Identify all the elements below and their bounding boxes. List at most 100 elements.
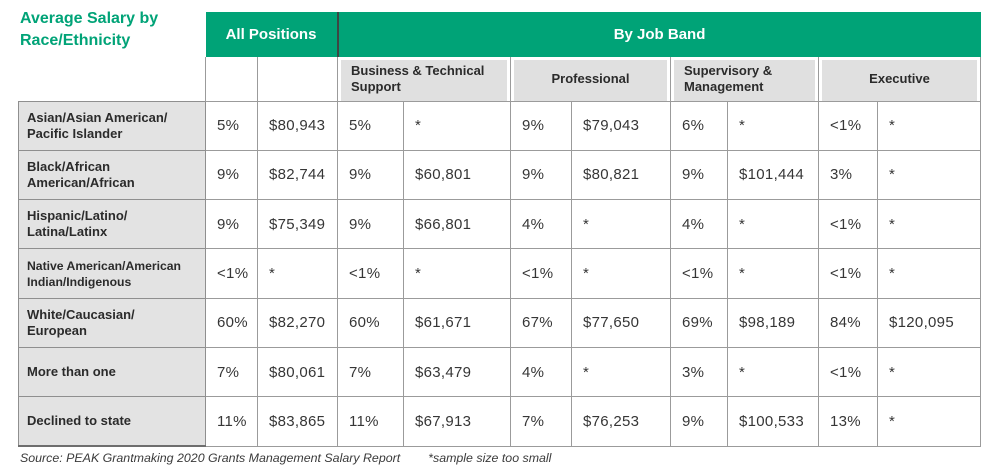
- all-positions-percent-column: [205, 57, 258, 102]
- value-cell: *: [571, 346, 671, 398]
- row-label: Asian/Asian American/ Pacific Islander: [18, 100, 206, 151]
- value-cell: $79,043: [571, 100, 671, 151]
- row-label: Black/African American/African: [18, 149, 206, 201]
- value-cell: 9%: [205, 149, 258, 201]
- value-cell: *: [571, 199, 671, 250]
- value-cell: 7%: [205, 346, 258, 398]
- value-cell: <1%: [818, 248, 878, 299]
- table-row: White/Caucasian/ European 60% $82,270 60…: [18, 297, 982, 348]
- value-cell: <1%: [818, 346, 878, 398]
- value-cell: 7%: [337, 346, 404, 398]
- value-cell: $82,744: [257, 149, 338, 201]
- header-row-groups: All Positions By Job Band: [19, 12, 981, 57]
- value-cell: $75,349: [257, 199, 338, 250]
- value-cell: 67%: [510, 297, 572, 348]
- row-label: More than one: [18, 346, 206, 398]
- row-label: White/Caucasian/ European: [18, 297, 206, 348]
- value-cell: *: [257, 248, 338, 299]
- value-cell: 60%: [205, 297, 258, 348]
- table-footer: Source: PEAK Grantmaking 2020 Grants Man…: [20, 451, 551, 465]
- value-cell: 5%: [337, 100, 404, 151]
- value-cell: 9%: [670, 149, 728, 201]
- all-positions-salary-column: [257, 57, 338, 102]
- header-row-bands: Business & Technical Support Professiona…: [19, 57, 982, 102]
- value-cell: 11%: [337, 396, 404, 447]
- value-cell: 9%: [510, 149, 572, 201]
- value-cell: <1%: [205, 248, 258, 299]
- value-cell: *: [727, 100, 819, 151]
- value-cell: 9%: [337, 199, 404, 250]
- value-cell: 84%: [818, 297, 878, 348]
- value-cell: $83,865: [257, 396, 338, 447]
- value-cell: $66,801: [403, 199, 511, 250]
- value-cell: $98,189: [727, 297, 819, 348]
- row-label: Declined to state: [18, 396, 206, 448]
- value-cell: $76,253: [571, 396, 671, 447]
- value-cell: 9%: [337, 149, 404, 201]
- value-cell: 11%: [205, 396, 258, 447]
- value-cell: $80,061: [257, 346, 338, 398]
- header-all-positions: All Positions: [205, 12, 338, 57]
- page-title: Average Salary by Race/Ethnicity: [20, 10, 159, 49]
- value-cell: $63,479: [403, 346, 511, 398]
- band-header-supervisory-management: Supervisory & Management: [670, 57, 819, 102]
- table-row: Asian/Asian American/ Pacific Islander 5…: [18, 100, 982, 151]
- value-cell: *: [876, 199, 982, 250]
- value-cell: 6%: [670, 100, 728, 151]
- row-label: Native American/American Indian/Indigeno…: [18, 248, 206, 299]
- value-cell: 4%: [510, 346, 572, 398]
- value-cell: $82,270: [257, 297, 338, 348]
- value-cell: *: [876, 396, 982, 447]
- value-cell: <1%: [510, 248, 572, 299]
- sample-size-footnote: *sample size too small: [428, 451, 552, 465]
- value-cell: *: [727, 248, 819, 299]
- value-cell: 9%: [510, 100, 572, 151]
- value-cell: <1%: [337, 248, 404, 299]
- table-row: Black/African American/African 9% $82,74…: [18, 149, 982, 201]
- value-cell: *: [876, 248, 982, 299]
- value-cell: 60%: [337, 297, 404, 348]
- table-row: Hispanic/Latino/ Latina/Latinx 9% $75,34…: [18, 199, 982, 250]
- value-cell: *: [403, 248, 511, 299]
- band-header-business-technical-support: Business & Technical Support: [337, 57, 511, 102]
- value-cell: 7%: [510, 396, 572, 447]
- value-cell: $80,821: [571, 149, 671, 201]
- value-cell: *: [876, 149, 982, 201]
- band-header-executive: Executive: [817, 57, 982, 102]
- value-cell: $60,801: [403, 149, 511, 201]
- value-cell: *: [727, 199, 819, 250]
- value-cell: <1%: [670, 248, 728, 299]
- value-cell: *: [403, 100, 511, 151]
- value-cell: 9%: [670, 396, 728, 447]
- value-cell: *: [876, 346, 982, 398]
- row-label: Hispanic/Latino/ Latina/Latinx: [18, 199, 206, 250]
- table-row: Declined to state 11% $83,865 11% $67,91…: [18, 396, 982, 448]
- value-cell: 3%: [670, 346, 728, 398]
- value-cell: 69%: [670, 297, 728, 348]
- value-cell: 3%: [818, 149, 878, 201]
- table-row: More than one 7% $80,061 7% $63,479 4% *…: [18, 346, 982, 398]
- header-by-job-band: By Job Band: [336, 12, 981, 57]
- table-header: All Positions By Job Band Business & Tec…: [19, 12, 982, 102]
- value-cell: $61,671: [403, 297, 511, 348]
- value-cell: 4%: [510, 199, 572, 250]
- value-cell: $101,444: [727, 149, 819, 201]
- value-cell: $100,533: [727, 396, 819, 447]
- value-cell: $120,095: [876, 297, 982, 348]
- value-cell: 5%: [205, 100, 258, 151]
- value-cell: *: [571, 248, 671, 299]
- band-header-professional: Professional: [510, 57, 671, 102]
- value-cell: *: [727, 346, 819, 398]
- corner-cell: [19, 12, 206, 101]
- value-cell: $77,650: [571, 297, 671, 348]
- source-note: Source: PEAK Grantmaking 2020 Grants Man…: [20, 451, 401, 465]
- value-cell: *: [876, 100, 982, 151]
- value-cell: $80,943: [257, 100, 338, 151]
- value-cell: <1%: [818, 100, 878, 151]
- table-body: Asian/Asian American/ Pacific Islander 5…: [18, 100, 982, 448]
- value-cell: <1%: [818, 199, 878, 250]
- table-row: Native American/American Indian/Indigeno…: [18, 248, 982, 299]
- value-cell: 4%: [670, 199, 728, 250]
- salary-table: All Positions By Job Band Business & Tec…: [18, 12, 982, 448]
